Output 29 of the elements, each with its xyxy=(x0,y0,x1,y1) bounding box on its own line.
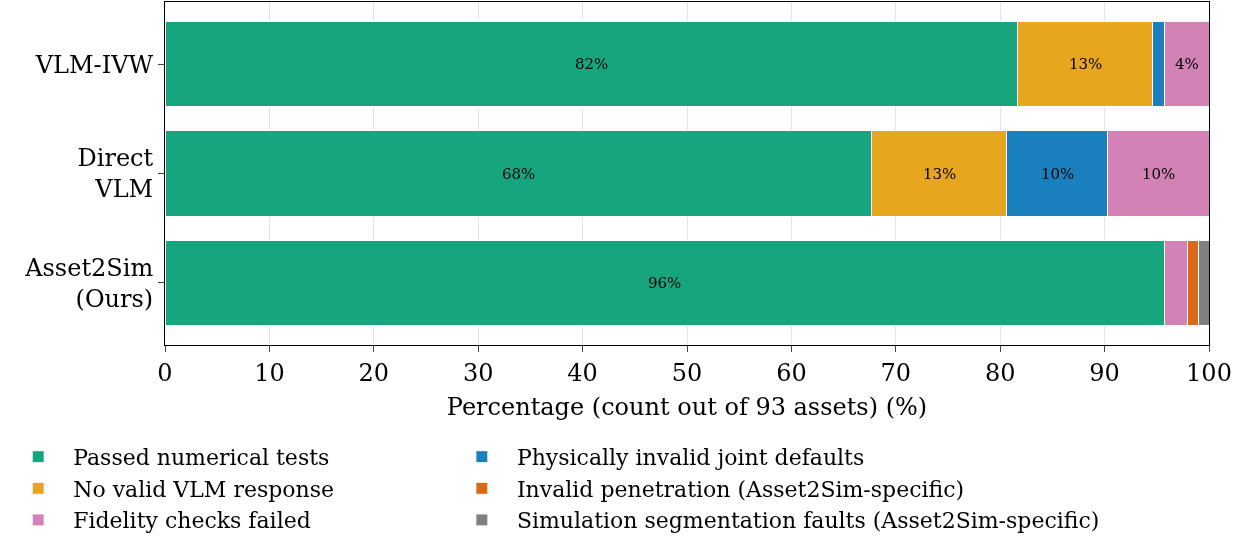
x-tick-label: 90 xyxy=(1089,358,1120,387)
x-tick-label: 30 xyxy=(462,358,494,387)
x-tick-label: 100 xyxy=(1186,358,1232,387)
data-label: 82% xyxy=(575,55,609,73)
data-label: 10% xyxy=(1041,165,1075,183)
data-label: 13% xyxy=(1069,55,1103,73)
y-tick-label: Asset2Sim (Ours) xyxy=(24,253,154,313)
legend-label: Passed numerical tests xyxy=(73,445,330,471)
y-tick-label: Direct VLM xyxy=(77,144,154,204)
x-tick-label: 10 xyxy=(254,358,285,387)
x-tick-label: 50 xyxy=(671,358,703,387)
legend-label: Invalid penetration (Asset2Sim-specific) xyxy=(516,476,965,502)
legend-label: Physically invalid joint defaults xyxy=(516,445,865,471)
legend-label: No valid VLM response xyxy=(73,476,335,502)
data-label: 10% xyxy=(1142,165,1176,183)
y-tick-label: VLM-IVW xyxy=(34,50,154,79)
data-label: 13% xyxy=(923,165,957,183)
legend-label: Fidelity checks failed xyxy=(73,508,311,534)
x-tick-label: 20 xyxy=(358,358,390,387)
x-tick-label: 60 xyxy=(776,358,807,387)
x-tick-label: 0 xyxy=(157,358,173,387)
data-label: 96% xyxy=(648,274,682,292)
data-label: 68% xyxy=(502,165,536,183)
x-tick-label: 40 xyxy=(567,358,598,387)
x-tick-label: 80 xyxy=(984,358,1016,387)
data-label: 4% xyxy=(1175,55,1199,73)
x-tick-label: 70 xyxy=(880,358,912,387)
legend-label: Simulation segmentation faults (Asset2Sim-specific) xyxy=(516,508,1100,534)
x-axis-title: Percentage (count out of 93 assets) (%) xyxy=(446,393,928,422)
